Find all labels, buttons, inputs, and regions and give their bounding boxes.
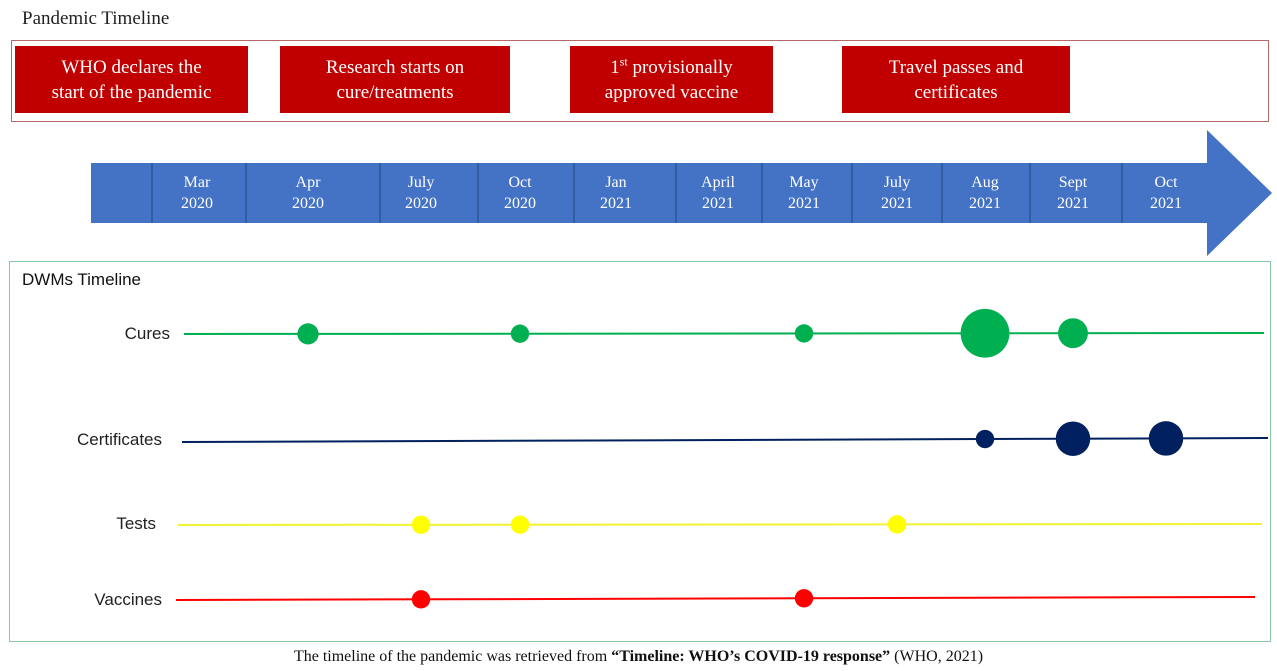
month-label: May 2021 (759, 163, 849, 223)
row-label-tests: Tests (116, 514, 156, 533)
month-name: Apr (295, 174, 321, 191)
bubble-certificates (975, 429, 995, 449)
month-name: July (407, 174, 435, 191)
event-line-2: cure/treatments (336, 81, 454, 103)
row-line-cures (183, 332, 1265, 335)
month-name: Oct (1154, 174, 1178, 191)
month-label: July 2020 (376, 163, 466, 223)
month-name: Sept (1058, 174, 1088, 191)
month-label: Oct 2021 (1121, 163, 1211, 223)
dwm-frame (9, 261, 1271, 642)
month-year: 2021 (702, 195, 734, 212)
event-travel-passes: Travel passes and certificates (842, 46, 1070, 113)
month-label: Mar 2020 (152, 163, 242, 223)
bubble-certificates (1148, 421, 1184, 456)
month-label: April 2021 (673, 163, 763, 223)
event-line-1: 1st provisionally (610, 54, 733, 78)
month-name: Oct (508, 174, 532, 191)
month-year: 2020 (405, 195, 437, 212)
row-label-vaccines: Vaccines (94, 590, 162, 609)
month-year: 2021 (969, 195, 1001, 212)
month-label: Apr 2020 (263, 163, 353, 223)
event-line-2: start of the pandemic (51, 81, 212, 103)
month-year: 2020 (181, 195, 213, 212)
month-label: Sept 2021 (1028, 163, 1118, 223)
bubble-vaccines (411, 590, 431, 609)
bubble-certificates (1055, 421, 1091, 456)
caption-suffix: (WHO, 2021) (890, 648, 984, 665)
event-line-1: Travel passes and (888, 56, 1024, 78)
month-dividers (151, 163, 1123, 223)
event-line-1: Research starts on (325, 56, 465, 78)
timeline-arrow (91, 130, 1272, 256)
bubble-cures (510, 324, 530, 343)
caption-prefix: The timeline of the pandemic was retriev… (293, 648, 612, 665)
dwm-title: DWMs Timeline (22, 270, 142, 289)
event-first-vaccine: 1st provisionally approved vaccine (570, 46, 773, 113)
row-label-certificates: Certificates (76, 430, 162, 449)
month-name: April (701, 174, 735, 191)
event-research-starts: Research starts on cure/treatments (280, 46, 510, 113)
bubble-tests (411, 515, 431, 534)
month-year: 2021 (881, 195, 913, 212)
month-label: July 2021 (852, 163, 942, 223)
bubble-tests (510, 515, 530, 534)
event-line-1: WHO declares the (61, 56, 202, 78)
event-line-2: approved vaccine (604, 81, 739, 103)
row-line-certificates (181, 437, 1269, 443)
row-line-vaccines (175, 596, 1256, 601)
month-name: Aug (971, 174, 999, 191)
bubble-cures (297, 323, 319, 345)
caption: The timeline of the pandemic was retriev… (0, 648, 1277, 666)
month-year: 2021 (600, 195, 632, 212)
month-name: July (883, 174, 911, 191)
bubble-cures (1058, 318, 1088, 349)
month-label: Aug 2021 (940, 163, 1030, 223)
event-line-2: certificates (914, 81, 998, 103)
events-frame (11, 40, 1269, 122)
timeline-arrow-shape (91, 130, 1272, 256)
month-year: 2021 (1150, 195, 1182, 212)
caption-source: “Timeline: WHO’s COVID-19 response” (611, 648, 891, 665)
month-name: May (789, 174, 819, 191)
month-name: Mar (183, 174, 211, 191)
month-label: Oct 2020 (475, 163, 565, 223)
month-year: 2021 (788, 195, 820, 212)
row-line-tests (177, 523, 1263, 526)
row-label-cures: Cures (124, 324, 170, 343)
event-who-declares: WHO declares the start of the pandemic (15, 46, 248, 113)
bubble-tests (887, 515, 907, 534)
month-name: Jan (605, 174, 627, 191)
month-label: Jan 2021 (571, 163, 661, 223)
pandemic-timeline-title: Pandemic Timeline (22, 8, 170, 29)
month-year: 2021 (1057, 195, 1089, 212)
month-year: 2020 (292, 195, 324, 212)
bubble-cures (794, 324, 814, 343)
bubble-cures (960, 308, 1010, 358)
month-year: 2020 (504, 195, 536, 212)
bubble-vaccines (794, 589, 814, 608)
